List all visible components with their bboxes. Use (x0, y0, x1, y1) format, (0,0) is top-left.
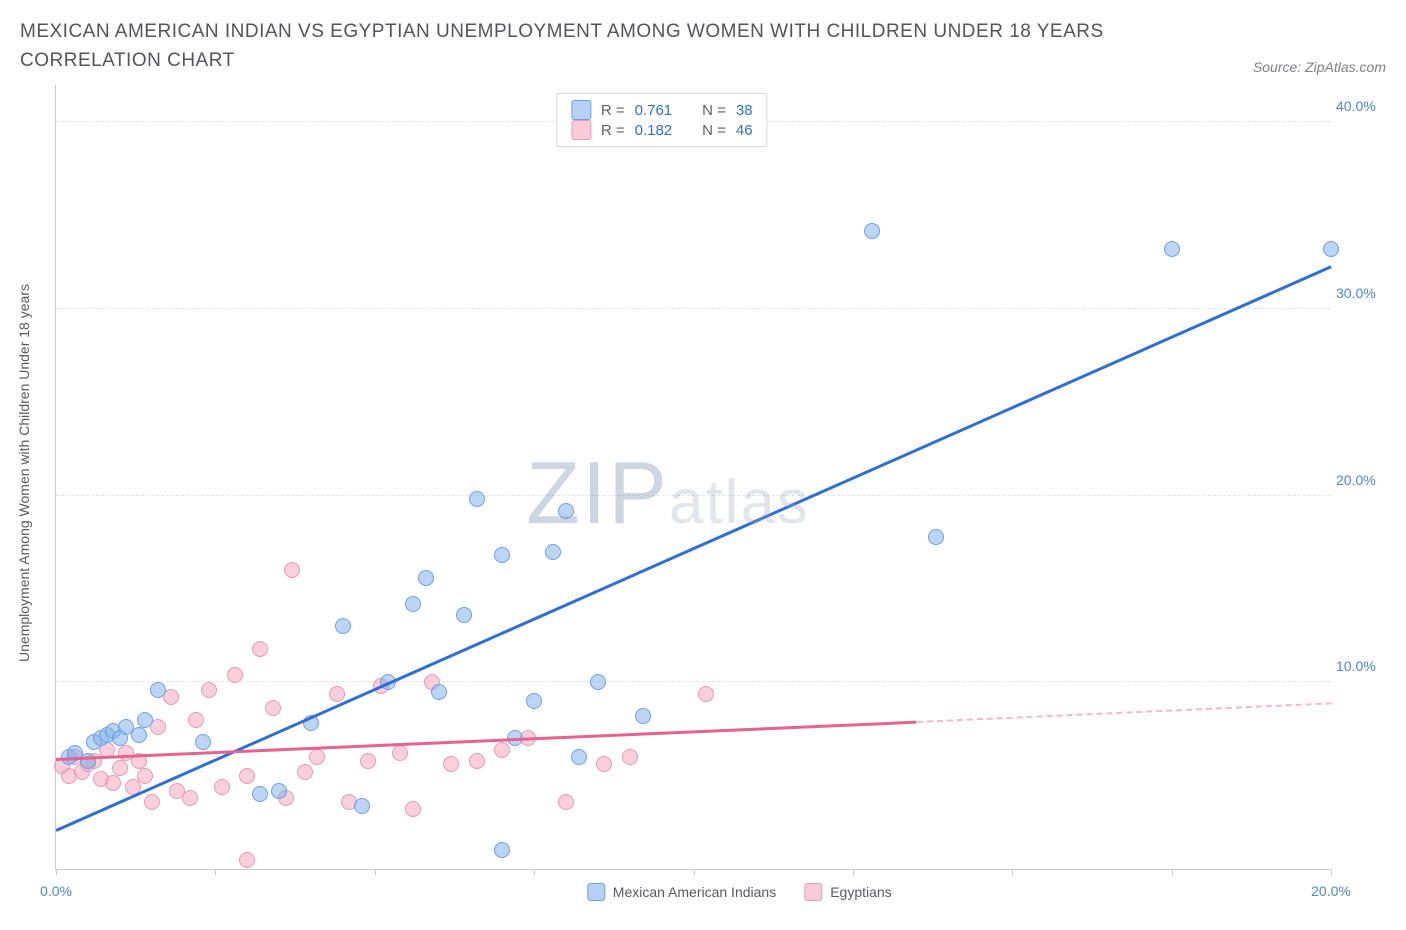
series-legend-label: Egyptians (830, 884, 891, 900)
scatter-point (558, 503, 574, 519)
scatter-point (469, 491, 485, 507)
scatter-point (494, 742, 510, 758)
scatter-point (329, 686, 345, 702)
scatter-point (1323, 241, 1339, 257)
legend-n-label: N = (702, 122, 726, 139)
y-tick-label: 30.0% (1336, 285, 1391, 301)
legend-row: R = 0.182 N = 46 (571, 120, 753, 140)
x-tick (215, 869, 216, 875)
legend-r-label: R = (601, 102, 625, 119)
scatter-point (354, 798, 370, 814)
scatter-point (112, 760, 128, 776)
scatter-point (494, 547, 510, 563)
trend-line (56, 721, 917, 761)
scatter-point (144, 794, 160, 810)
legend-n-value: 46 (736, 122, 753, 139)
scatter-point (201, 682, 217, 698)
scatter-point (271, 783, 287, 799)
source-attribution: Source: ZipAtlas.com (1253, 59, 1386, 75)
scatter-point (571, 749, 587, 765)
x-tick-label: 0.0% (40, 883, 72, 899)
scatter-point (195, 734, 211, 750)
scatter-point (526, 693, 542, 709)
legend-row: R = 0.761 N = 38 (571, 100, 753, 120)
series-legend-item: Egyptians (804, 883, 891, 901)
x-tick (1331, 869, 1332, 875)
scatter-point (182, 790, 198, 806)
gridline (56, 308, 1331, 309)
x-tick (375, 869, 376, 875)
watermark: ZIPatlas (526, 442, 810, 544)
scatter-point (227, 667, 243, 683)
scatter-point (456, 607, 472, 623)
gridline (56, 681, 1331, 682)
legend-swatch (587, 883, 605, 901)
scatter-point (150, 682, 166, 698)
legend-swatch (804, 883, 822, 901)
series-legend-label: Mexican American Indians (613, 884, 776, 900)
scatter-point (418, 570, 434, 586)
scatter-point (239, 768, 255, 784)
y-tick-label: 40.0% (1336, 98, 1391, 114)
scatter-point (105, 775, 121, 791)
scatter-point (698, 686, 714, 702)
scatter-point (590, 674, 606, 690)
y-tick-label: 10.0% (1336, 658, 1391, 674)
series-legend: Mexican American Indians Egyptians (587, 883, 892, 901)
scatter-point (596, 756, 612, 772)
trend-line (917, 703, 1331, 724)
chart-plot-area: ZIPatlas R =0.761N =38R =0.182N =46 Mexi… (55, 85, 1331, 870)
scatter-point (214, 779, 230, 795)
legend-swatch (571, 120, 591, 140)
legend-swatch (571, 100, 591, 120)
scatter-point (431, 684, 447, 700)
scatter-point (635, 708, 651, 724)
series-legend-item: Mexican American Indians (587, 883, 776, 901)
scatter-point (335, 618, 351, 634)
scatter-point (469, 753, 485, 769)
trend-line (55, 266, 1331, 832)
scatter-point (443, 756, 459, 772)
chart-title: MEXICAN AMERICAN INDIAN VS EGYPTIAN UNEM… (20, 18, 1140, 75)
scatter-point (864, 223, 880, 239)
x-tick (694, 869, 695, 875)
scatter-point (405, 596, 421, 612)
x-tick (1012, 869, 1013, 875)
scatter-point (360, 753, 376, 769)
scatter-point (252, 786, 268, 802)
scatter-point (622, 749, 638, 765)
scatter-point (494, 842, 510, 858)
y-axis-label: Unemployment Among Women with Children U… (16, 284, 32, 662)
scatter-point (137, 768, 153, 784)
scatter-point (558, 794, 574, 810)
scatter-point (239, 852, 255, 868)
x-tick (1172, 869, 1173, 875)
scatter-point (405, 801, 421, 817)
scatter-point (1164, 241, 1180, 257)
correlation-legend-box: R = 0.761 N = 38 R = 0.182 N = 46 (556, 93, 768, 147)
x-tick-label: 20.0% (1311, 883, 1351, 899)
scatter-point (265, 700, 281, 716)
legend-n-label: N = (702, 102, 726, 119)
scatter-point (297, 764, 313, 780)
gridline (56, 495, 1331, 496)
legend-r-value: 0.761 (635, 102, 673, 119)
scatter-point (284, 562, 300, 578)
legend-r-label: R = (601, 122, 625, 139)
scatter-point (392, 745, 408, 761)
y-tick-label: 20.0% (1336, 472, 1391, 488)
scatter-point (137, 712, 153, 728)
x-tick (534, 869, 535, 875)
scatter-point (309, 749, 325, 765)
scatter-point (928, 529, 944, 545)
x-tick (853, 869, 854, 875)
legend-n-value: 38 (736, 102, 753, 119)
x-tick (56, 869, 57, 875)
legend-r-value: 0.182 (635, 122, 673, 139)
scatter-point (80, 753, 96, 769)
scatter-point (131, 727, 147, 743)
scatter-point (188, 712, 204, 728)
scatter-point (545, 544, 561, 560)
scatter-point (252, 641, 268, 657)
